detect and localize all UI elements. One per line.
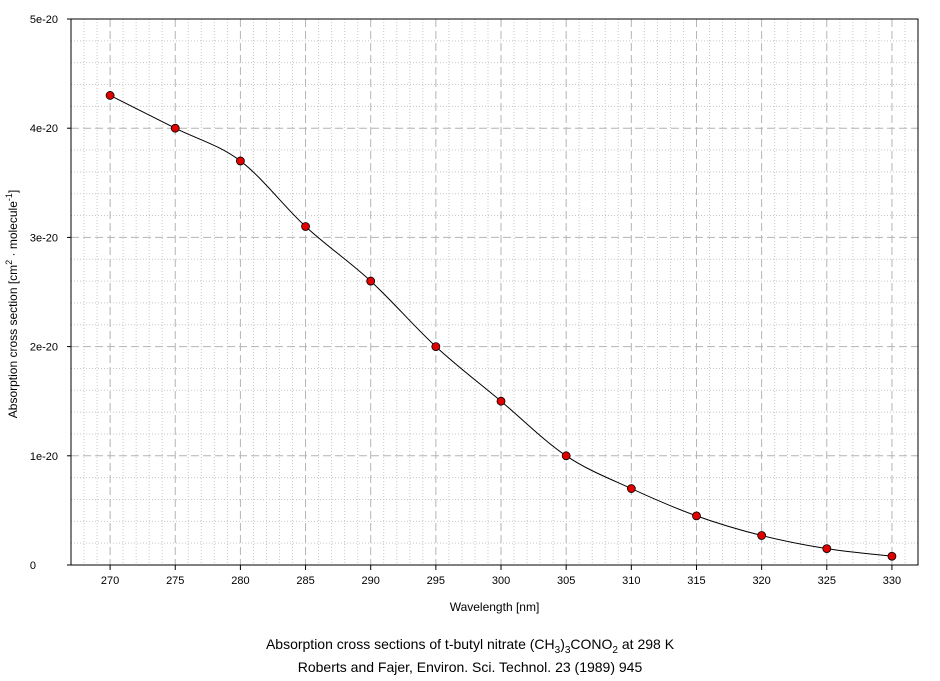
x-tick-label: 325 [818, 575, 836, 587]
y-axis-label-sup1: 2 [4, 260, 14, 265]
series-markers [105, 91, 897, 561]
caption-text-a: Absorption cross sections of t-butyl nit… [265, 636, 555, 652]
x-tick-label: 320 [752, 575, 770, 587]
data-point [301, 222, 310, 231]
data-point [822, 544, 832, 554]
y-axis-label-sup2: -1 [4, 193, 14, 201]
data-point [692, 511, 701, 521]
y-tick-label: 3e-20 [30, 232, 58, 244]
y-tick-label: 1e-20 [30, 451, 58, 463]
x-tick-label: 330 [883, 575, 901, 587]
y-axis-tick-labels: 0 1e-20 2e-20 3e-20 4e-20 5e-20 [30, 14, 58, 572]
major-grid [71, 18, 918, 566]
x-axis-label: Wavelength [nm] [450, 600, 540, 614]
caption-text-c: CONO [570, 636, 613, 652]
data-point [757, 531, 767, 540]
data-point [626, 484, 636, 493]
x-tick-label: 295 [427, 575, 445, 587]
caption-sub-2: 3 [564, 644, 571, 656]
y-tick-label: 5e-20 [30, 14, 58, 26]
chart-caption-line-2: Roberts and Fajer, Environ. Sci. Technol… [297, 659, 643, 675]
data-point [561, 451, 571, 461]
minor-grid [70, 19, 919, 565]
data-point [170, 123, 180, 133]
y-axis-label-prefix: Absorption cross section [cm [6, 265, 20, 418]
caption-text-d: at 298 K [617, 636, 675, 652]
x-tick-label: 315 [687, 575, 705, 587]
caption-sub-1: 3 [554, 644, 561, 656]
x-tick-label: 285 [296, 575, 314, 587]
chart-caption-line-1: Absorption cross sections of t-butyl nit… [0, 636, 940, 656]
x-tick-label: 280 [231, 575, 249, 587]
y-axis-label-suffix: ] [6, 190, 20, 193]
data-point [431, 342, 441, 352]
data-point [235, 156, 245, 166]
x-tick-label: 300 [492, 575, 510, 587]
axis-ticks [67, 18, 893, 570]
data-point [496, 396, 506, 406]
x-tick-label: 290 [362, 575, 380, 587]
x-tick-label: 270 [101, 575, 119, 587]
caption-sub-3: 2 [612, 644, 618, 656]
x-tick-label: 275 [166, 575, 184, 587]
x-tick-label: 310 [622, 575, 640, 587]
caption-text-b: ) [560, 636, 565, 652]
y-tick-label: 0 [30, 560, 36, 572]
x-axis-tick-labels: 270 275 280 285 290 295 300 305 310 315 320 325 330 [101, 575, 901, 587]
data-point [366, 276, 376, 286]
y-axis-label-mid: · molecule [6, 201, 20, 260]
y-axis-label: Absorption cross section [cm2 · molecule… [4, 190, 20, 418]
data-point [105, 91, 115, 100]
data-point [887, 551, 897, 561]
plot-area-frame [70, 18, 919, 566]
x-tick-label: 305 [557, 575, 575, 587]
y-tick-label: 4e-20 [30, 123, 58, 135]
y-tick-label: 2e-20 [30, 342, 58, 354]
chart: 270 275 280 285 290 295 300 305 310 315 320 325 330 … [4, 14, 919, 614]
